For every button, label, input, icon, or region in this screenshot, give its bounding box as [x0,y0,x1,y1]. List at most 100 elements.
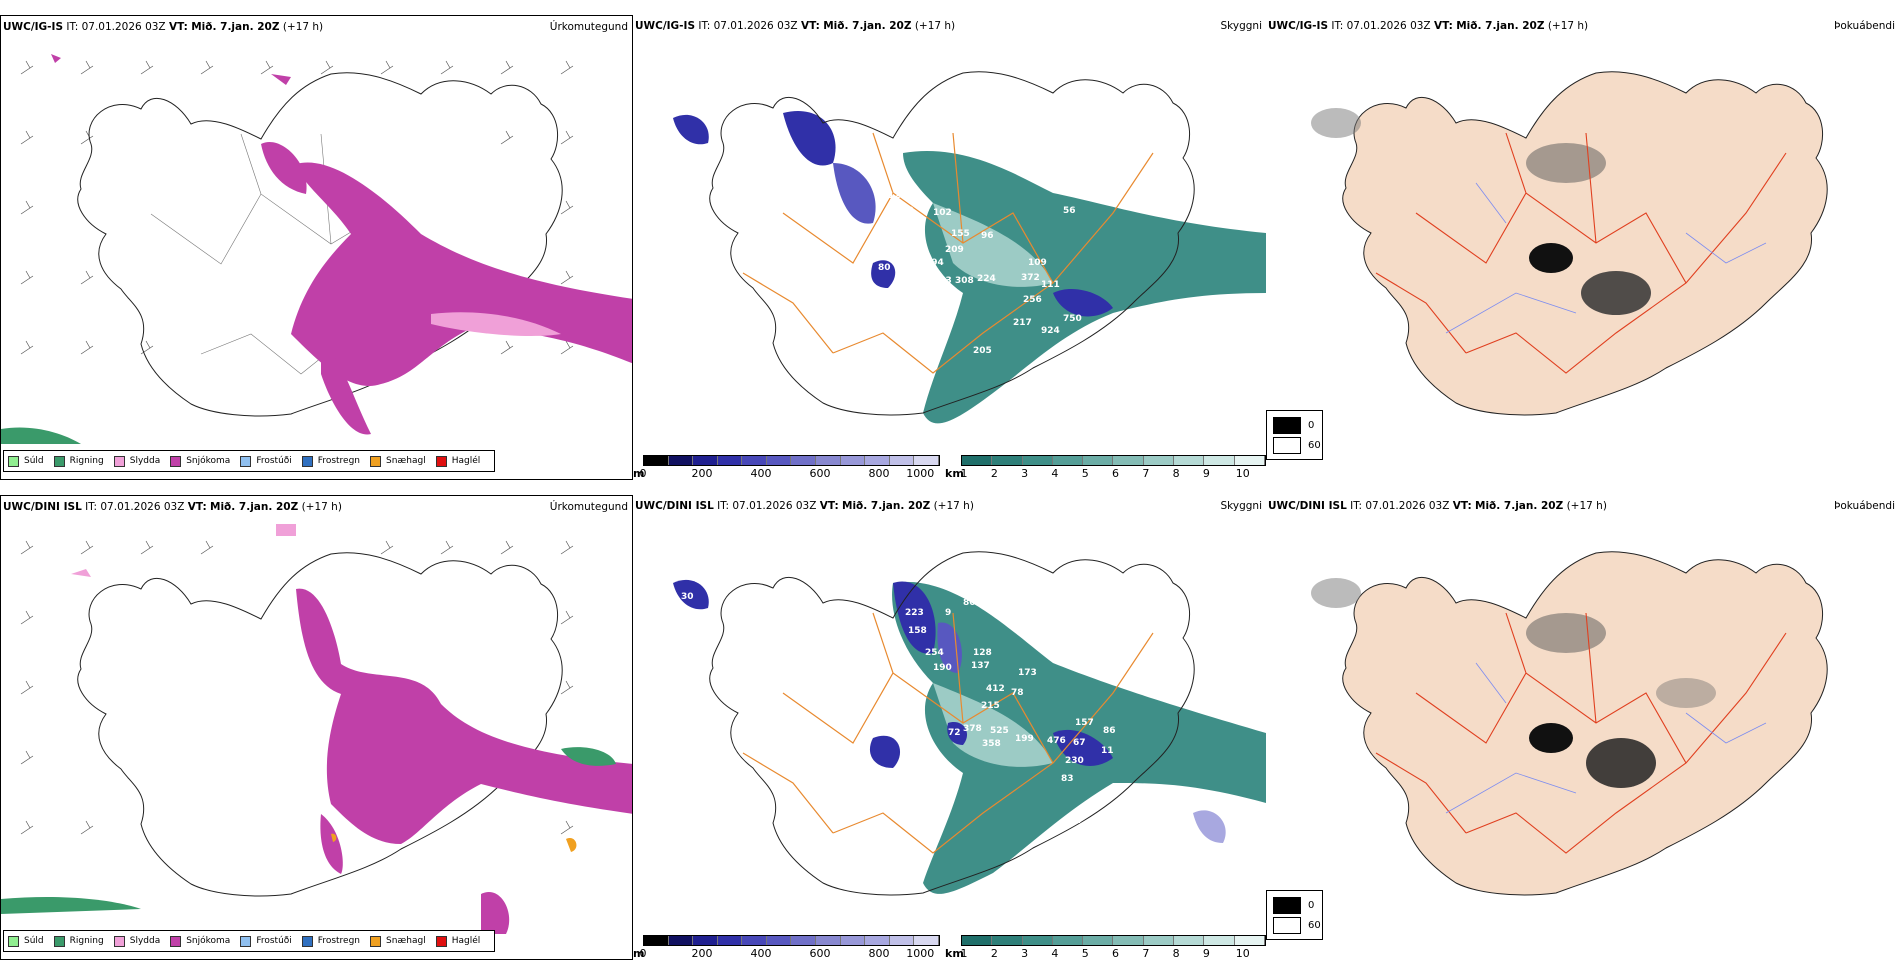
vis-label: 224 [977,274,996,284]
legend-item: Frostregn [301,935,360,947]
fog-panel-bottom: UWC/DINI ISL IT: 07.01.2026 03Z VT: Mið.… [1266,495,1899,960]
vis-label: 928 [1231,324,1250,334]
panel-header: UWC/IG-IS IT: 07.01.2026 03Z VT: Mið. 7.… [635,20,1263,32]
land [1342,71,1828,416]
vis-label: 190 [933,663,952,673]
legend-item: Slydda [113,935,160,947]
vis-label: 67 [1073,738,1086,748]
legend-item: Slydda [113,455,160,467]
vis-label: 254 [925,648,944,658]
fog-panel-top: UWC/IG-IS IT: 07.01.2026 03Z VT: Mið. 7.… [1266,15,1899,480]
legend-item: Snæhagl [370,935,426,947]
fog-map [1311,71,1828,416]
roads [1375,132,1787,374]
precip-map [1,524,632,934]
vis-label: 182 [895,206,914,216]
vis-label: 157 [1075,718,1094,728]
fog-dark-spot [1529,243,1573,273]
vis-label: 230 [1065,756,1084,766]
panel-header: UWC/DINI ISL IT: 07.01.2026 03Z VT: Mið.… [1268,500,1895,512]
vis-label: 372 [1021,273,1040,283]
fog-dark-spot [1529,723,1573,753]
legend-item: Frostregn [301,455,360,467]
fog-legend-top: 0 60 [1266,410,1323,460]
vis-label: 10 [1123,163,1136,173]
height-ticks: 0 200 400 600 800 1000 [639,467,935,480]
vis-label: 223 [905,608,924,618]
visibility-panel-bottom: UWC/DINI ISL IT: 07.01.2026 03Z VT: Mið.… [633,495,1266,960]
panel-title: Skyggni [1220,20,1263,32]
panel-header: UWC/IG-IS IT: 07.01.2026 03Z VT: Mið. 7.… [1268,20,1895,32]
legend-item: Frostúði [240,455,292,467]
visibility-labels: 101 182 102 155 96 129 209 294 80 243 30… [878,146,1250,451]
panel-title: Úrkomutegund [549,21,628,33]
legend-item: Súld [8,935,44,947]
vis-label: 209 [945,245,964,255]
sleet-area [431,312,561,336]
wind-barbs [20,540,574,835]
precip-legend: Súld Rigning Slydda Snjókoma Frostúði Fr… [3,450,496,472]
height-colorbar [643,455,940,466]
vis-label: 199 [1015,734,1034,744]
vis-label: 412 [986,684,1005,694]
distance-unit: km [945,467,964,480]
vis-label: 129 [888,191,907,201]
vis-label: 128 [973,648,992,658]
colorbars: m 0 200 400 600 800 1000 km 1 2 3 4 5 6 … [633,454,1266,480]
panel-header: UWC/DINI ISL IT: 07.01.2026 03Z VT: Mið.… [3,501,628,513]
snow-area [296,588,632,844]
vis-label: 243 [933,276,952,286]
fog-legend-bottom: 0 60 [1266,890,1323,940]
panel-title: Úrkomutegund [549,501,628,513]
vis-label: 109 [1028,258,1047,268]
vis-label: 102 [933,208,952,218]
panel-header: UWC/IG-IS IT: 07.01.2026 03Z VT: Mið. 7.… [3,21,628,33]
vis-label: 11 [1101,746,1114,756]
vis-label: 30 [681,592,694,602]
coastline [77,72,563,417]
vis-label: 294 [925,258,944,268]
vis-label: 215 [981,701,1000,711]
precip-map [1,54,632,444]
panel-title: Þokuábendi [1834,500,1895,512]
vis-label: 137 [971,661,990,671]
vis-label: 378 [963,724,982,734]
legend-item: Snæhagl [370,455,426,467]
rain-area [1,897,141,914]
vis-label: 158 [908,626,927,636]
distance-colorbar [961,935,1266,946]
precip-panel-bottom: UWC/DINI ISL IT: 07.01.2026 03Z VT: Mið.… [0,495,633,960]
visibility-map: 101 182 102 155 96 129 209 294 80 243 30… [673,71,1266,451]
fog-map [1311,551,1828,896]
panel-header: UWC/DINI ISL IT: 07.01.2026 03Z VT: Mið.… [635,500,1263,512]
vis-label: 56 [1063,206,1076,216]
vis-label: 750 [1063,314,1082,324]
vis-label: 9 [945,608,951,618]
panel-title: Þokuábendi [1834,20,1895,32]
vis-label: 217 [1013,318,1032,328]
vis-label: 155 [951,229,970,239]
colorbars: m 0 200 400 600 800 1000 km 1 2 3 4 5 6 … [633,934,1266,960]
vis-label: 101 [883,146,902,156]
panel-title: Skyggni [1220,500,1263,512]
vis-label: 83 [1061,774,1074,784]
low-visibility-area [903,151,1266,424]
roads [1375,612,1787,854]
vis-label: 924 [1041,326,1060,336]
rivers [1445,662,1767,814]
vis-label: 111 [1041,280,1060,290]
height-colorbar [643,935,940,946]
height-unit: m [633,467,645,480]
rivers [1445,182,1767,334]
snow-area [291,162,632,386]
vis-label: 476 [1047,736,1066,746]
vis-label: 78 [1011,688,1024,698]
snow-grains [331,833,577,852]
precip-legend: Súld Rigning Slydda Snjókoma Frostúði Fr… [3,930,496,952]
precip-panel-top: UWC/IG-IS IT: 07.01.2026 03Z VT: Mið. 7.… [0,15,633,480]
vis-label: 80 [878,263,891,273]
vis-label: 205 [973,346,992,356]
land [1342,551,1828,896]
legend-item: Súld [8,455,44,467]
visibility-labels: 223 9 80 158 254 190 128 137 173 412 78 … [681,592,1116,826]
